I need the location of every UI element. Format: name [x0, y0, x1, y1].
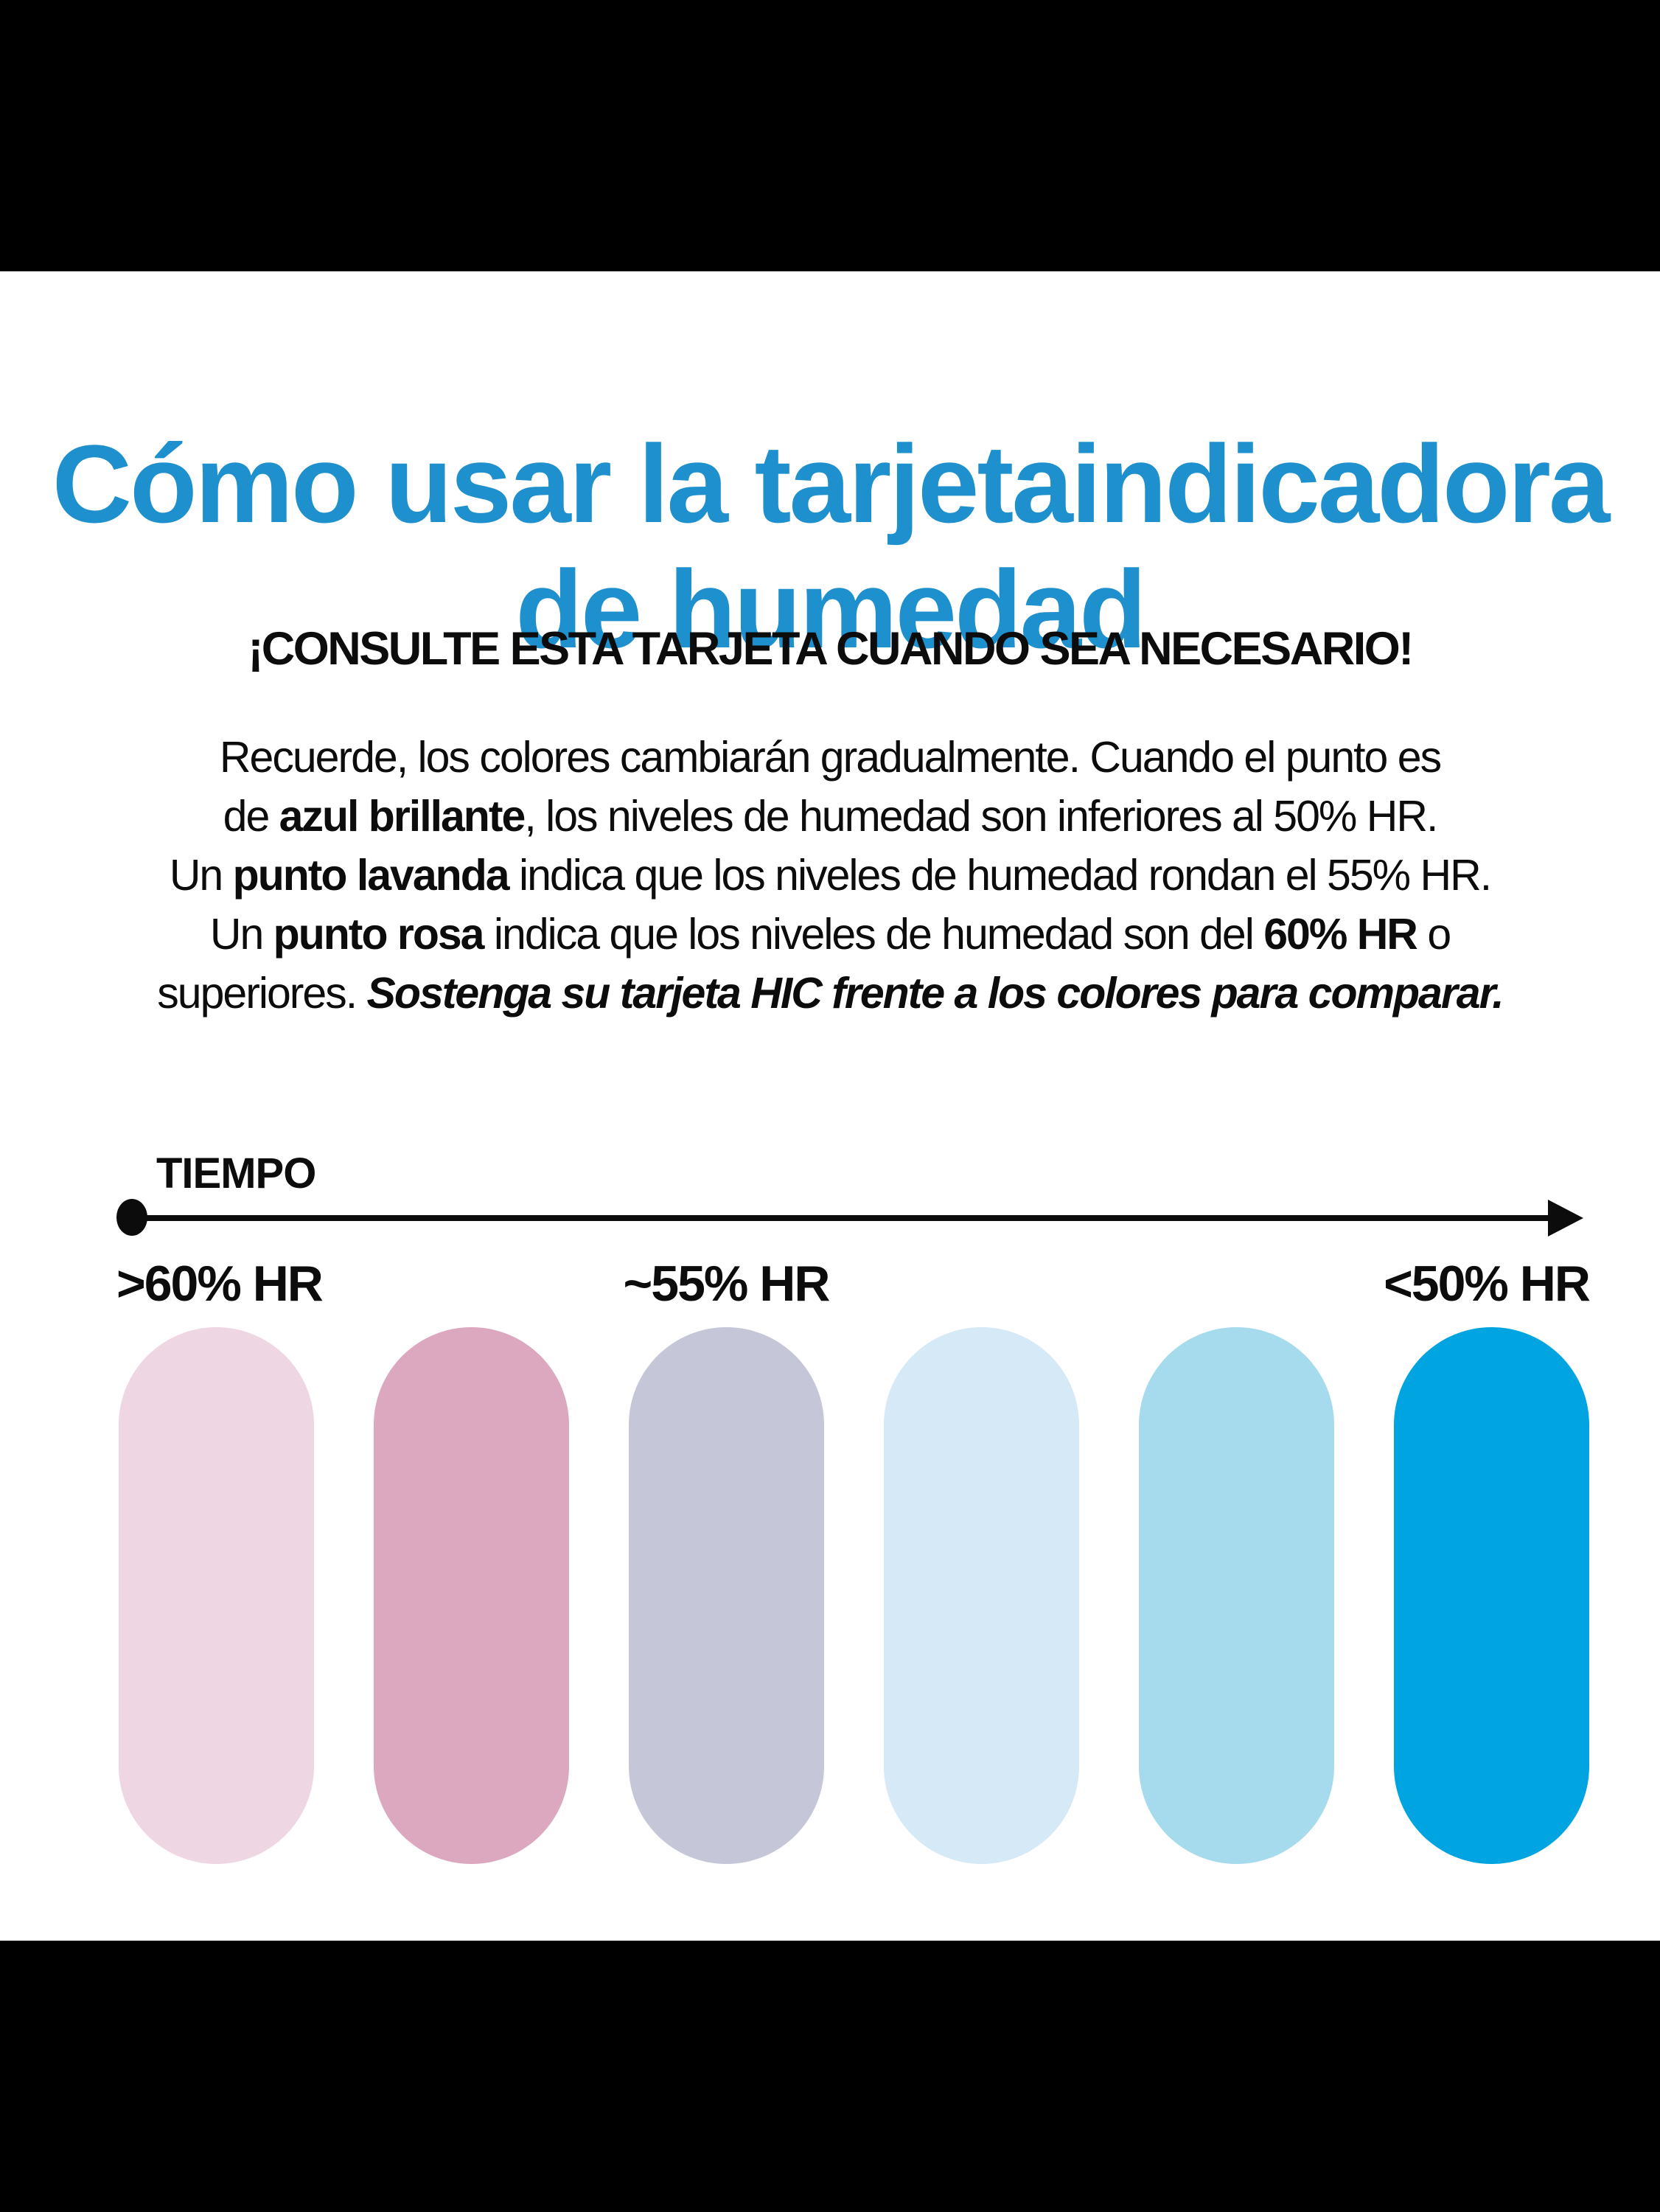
paragraph-line: Un punto lavanda indica que los niveles …: [169, 851, 1492, 900]
color-swatch-rosa-palido: [119, 1327, 314, 1864]
marker-label-about-55-hr: ~55% HR: [623, 1256, 831, 1312]
paragraph-line: superiores. Sostenga su tarjeta HIC fren…: [157, 969, 1504, 1018]
color-swatch-azul-palido: [884, 1327, 1079, 1864]
marker-label-under-50-hr: <50% HR: [1384, 1256, 1591, 1312]
paragraph-line: Recuerde, los colores cambiarán gradualm…: [219, 733, 1442, 782]
paragraph-line: Un punto rosa indica que los niveles de …: [209, 910, 1451, 959]
bold-punto-rosa: punto rosa: [273, 910, 485, 959]
top-letterbox-bar: [0, 0, 1660, 271]
bold-60-hr: 60% HR: [1263, 910, 1418, 959]
bold-italic-sostenga: Sostenga su tarjeta HIC frente a los col…: [366, 969, 1504, 1018]
subtitle: ¡CONSULTE ESTA TARJETA CUANDO SEA NECESA…: [248, 623, 1414, 675]
page-title: Cómo usar la tarjetaindicadora de humeda…: [0, 421, 1660, 672]
arrow-line: [131, 1215, 1560, 1221]
marker-label-over-60-hr: >60% HR: [116, 1256, 324, 1312]
color-swatch-lavanda: [629, 1327, 824, 1864]
bottom-letterbox-bar: [0, 1941, 1660, 2212]
timeline-label: TIEMPO: [156, 1150, 316, 1197]
page-title-line1: Cómo usar la tarjeta: [52, 421, 1073, 546]
color-swatch-azul-claro: [1139, 1327, 1334, 1864]
bold-azul-brillante: azul brillante: [279, 792, 526, 841]
color-swatch-azul-brillante: [1394, 1327, 1589, 1864]
bold-punto-lavanda: punto lavanda: [232, 851, 510, 900]
page-title-line2: indicadora de humedad: [515, 421, 1610, 671]
color-swatch-row: [119, 1327, 1589, 1864]
arrow-head-icon: [1548, 1200, 1583, 1237]
paragraph-line: de azul brillante, los niveles de humeda…: [223, 792, 1439, 841]
color-swatch-rosa: [374, 1327, 569, 1864]
instructions-paragraph: Recuerde, los colores cambiarán gradualm…: [0, 728, 1660, 1023]
